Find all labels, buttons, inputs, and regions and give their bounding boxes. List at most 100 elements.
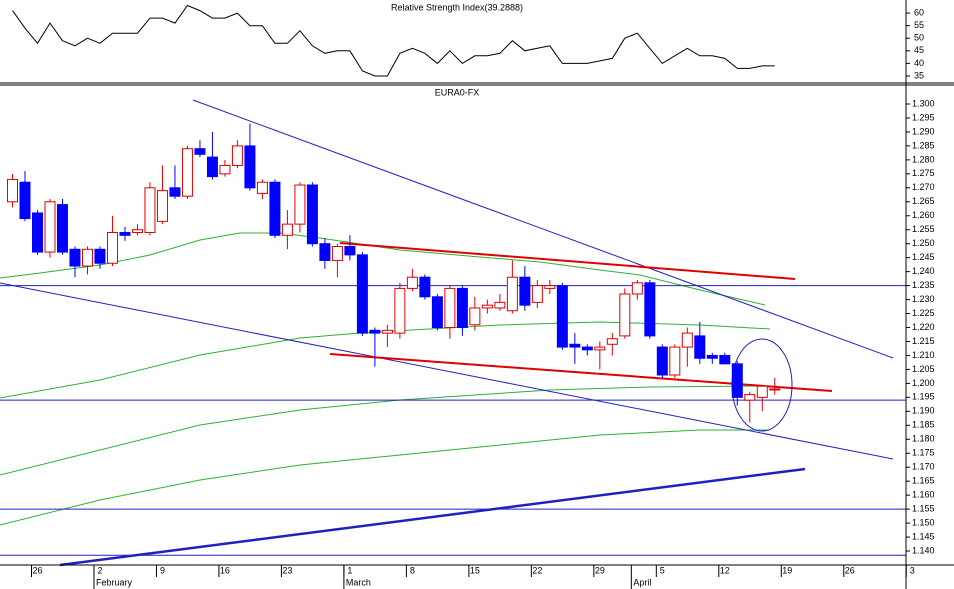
candle-body — [469, 307, 481, 326]
candle-body — [644, 282, 656, 337]
candle-body — [406, 276, 418, 289]
y-tick-label: 1.290 — [912, 126, 935, 136]
x-tick-label: 5 — [660, 565, 665, 575]
x-tick-label: 8 — [410, 565, 415, 575]
y-tick-label: 55 — [914, 20, 924, 30]
y-tick-label: 1.145 — [912, 531, 935, 541]
candle-body — [494, 301, 506, 309]
x-tick-label: 19 — [782, 565, 792, 575]
candle-body — [719, 354, 731, 365]
y-tick-label: 1.280 — [912, 154, 935, 164]
y-tick-label: 1.155 — [912, 503, 935, 513]
y-tick-label: 1.180 — [912, 434, 935, 444]
x-tick-label: 15 — [470, 565, 480, 575]
x-tick-label: 26 — [32, 565, 42, 575]
candle-body — [244, 145, 256, 189]
trendline — [0, 282, 894, 460]
candle-body — [381, 329, 393, 334]
y-tick-label: 1.205 — [912, 364, 935, 374]
y-tick-label: 1.235 — [912, 280, 935, 290]
candle-body — [506, 276, 518, 312]
candle-body — [106, 232, 118, 264]
month-label: February — [96, 577, 133, 587]
candle-body — [681, 332, 693, 348]
candle-body — [544, 285, 556, 289]
y-tick-label: 1.285 — [912, 140, 935, 150]
x-tick-label: 23 — [282, 565, 292, 575]
candle-body — [269, 181, 281, 236]
candle-body — [294, 184, 306, 225]
x-tick-label: 2 — [97, 565, 102, 575]
trendline — [59, 467, 806, 567]
candle-body — [219, 164, 231, 175]
y-tick-label: 1.250 — [912, 238, 935, 248]
candle-body — [594, 346, 606, 351]
y-tick-label: 50 — [914, 33, 924, 43]
candle-body — [331, 245, 343, 261]
candle-body — [431, 296, 443, 329]
y-tick-label: 1.270 — [912, 182, 935, 192]
candle-body — [731, 363, 743, 398]
candle-body — [119, 232, 131, 236]
moving-average — [0, 385, 761, 476]
candle-body — [394, 287, 406, 334]
candle-body — [281, 223, 293, 236]
y-tick-label: 35 — [914, 70, 924, 80]
candle-body — [656, 346, 668, 376]
x-tick-label: 29 — [595, 565, 605, 575]
candle-body — [631, 282, 643, 295]
y-tick-label: 1.230 — [912, 294, 935, 304]
y-tick-label: 60 — [914, 7, 924, 17]
plot-area: 3540455055601.3001.2951.2901.2851.2801.2… — [0, 4, 935, 589]
candle-body — [569, 343, 581, 348]
trendline — [192, 99, 894, 359]
candle-body — [69, 248, 81, 267]
y-tick-label: 1.220 — [912, 322, 935, 332]
rsi-line — [12, 4, 775, 77]
y-tick-label: 1.240 — [912, 266, 935, 276]
rsi-title: Relative Strength Index(39.2888) — [391, 2, 523, 12]
candle-body — [256, 181, 268, 194]
y-tick-label: 1.210 — [912, 350, 935, 360]
y-tick-label: 45 — [914, 45, 924, 55]
y-tick-label: 1.175 — [912, 448, 935, 458]
y-tick-label: 1.195 — [912, 392, 935, 402]
candle-body — [19, 181, 31, 220]
trendline — [329, 353, 833, 392]
x-tick-label: 1 — [347, 565, 352, 575]
candle-body — [81, 248, 93, 267]
candle-body — [669, 346, 681, 376]
candle-body — [769, 388, 781, 391]
x-tick-label: 26 — [845, 565, 855, 575]
candle-body — [356, 254, 368, 334]
candle-body — [194, 148, 206, 155]
y-tick-label: 1.225 — [912, 308, 935, 318]
candle-body — [744, 394, 756, 401]
candle-body — [556, 285, 568, 348]
y-tick-label: 1.200 — [912, 378, 935, 388]
x-tick-label: 22 — [532, 565, 542, 575]
candle-body — [169, 187, 181, 197]
candle-body — [144, 187, 156, 234]
y-tick-label: 1.190 — [912, 406, 935, 416]
candle-body — [519, 276, 531, 306]
y-tick-label: 1.185 — [912, 420, 935, 430]
trendline — [339, 242, 796, 280]
candle-body — [456, 287, 468, 329]
x-tick-label: 12 — [720, 565, 730, 575]
y-tick-label: 1.160 — [912, 490, 935, 500]
month-label: March — [346, 577, 371, 587]
x-tick-label: 9 — [160, 565, 165, 575]
y-tick-label: 1.265 — [912, 196, 935, 206]
y-tick-label: 1.165 — [912, 476, 935, 486]
x-tick-label: 3 — [910, 565, 915, 575]
candle-body — [344, 245, 356, 256]
candle-body — [444, 287, 456, 329]
candle-body — [606, 338, 618, 345]
candle-body — [44, 201, 56, 253]
candle-body — [694, 335, 706, 359]
x-tick-label: 16 — [220, 565, 230, 575]
